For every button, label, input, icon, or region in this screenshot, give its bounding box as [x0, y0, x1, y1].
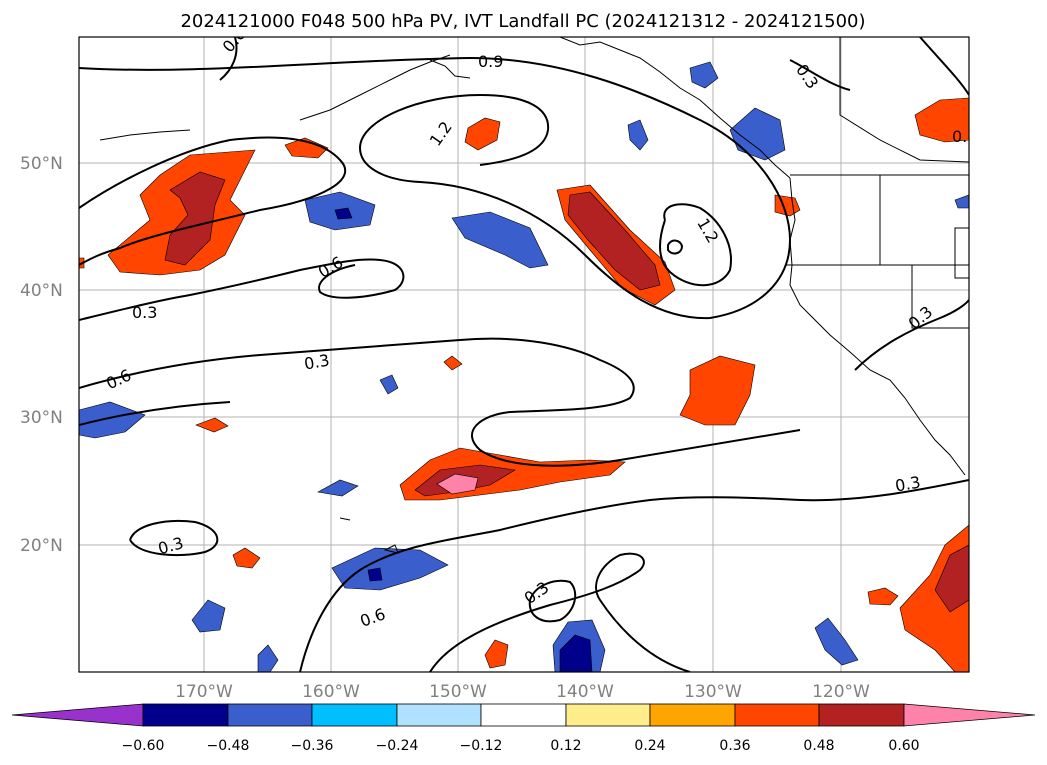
lon-label: 150°W	[429, 682, 487, 702]
lon-label: 170°W	[175, 682, 233, 702]
pv-pos-patch-tiny-4	[484, 639, 509, 669]
pv-pos-core-se	[934, 544, 969, 613]
pv-pos-peak-subtropic	[436, 473, 479, 495]
gridlines	[79, 37, 969, 672]
pv-neg-patch-5	[729, 107, 786, 161]
colorbar-extend-under	[11, 703, 144, 727]
lat-label: 30°N	[20, 408, 63, 428]
map-area: 0.9 1.2 1.2 0.3 0.6 0.3 0.6 0.3 0.3 0.6 …	[79, 37, 977, 672]
colorbar-tick-label: −0.60	[122, 738, 165, 754]
lat-label: 40°N	[20, 281, 63, 301]
lon-label: 130°W	[684, 682, 742, 702]
pv-neg-patch-3	[627, 119, 649, 151]
pv-neg-core-1	[334, 207, 353, 220]
pv-neg-patch-11	[257, 644, 279, 672]
pv-pos-patch-tiny-3	[232, 547, 261, 569]
lon-label: 120°W	[812, 682, 870, 702]
lat-label: 20°N	[20, 536, 63, 556]
coastlines	[99, 37, 969, 554]
colorbar-bin	[396, 703, 482, 727]
colorbar-tick-label: −0.12	[460, 738, 503, 754]
pv-pos-patch-tiny-2	[443, 355, 463, 371]
map-frame	[78, 36, 970, 673]
pv-pos-core-trough	[567, 191, 661, 291]
pv-neg-patch-10	[191, 599, 226, 633]
latitude-labels: 50°N 40°N 30°N 20°N	[20, 154, 63, 556]
pv-neg-core-9	[367, 567, 383, 582]
colorbar-tick-label: 0.48	[803, 738, 834, 754]
colorbar-tick-label: −0.24	[376, 738, 419, 754]
pv-pos-patch-small-2	[464, 117, 501, 151]
pv-pos-patch-tiny-5	[867, 587, 899, 606]
colorbar-tick-label: −0.36	[291, 738, 334, 754]
pv-contours	[79, 37, 969, 672]
pv-pos-patch-tiny-1	[195, 417, 229, 433]
colorbar-bin	[227, 703, 313, 727]
colorbar-bin	[649, 703, 736, 727]
longitude-labels: 170°W 160°W 150°W 140°W 130°W 120°W	[175, 682, 870, 702]
pv-neg-patch-9	[331, 547, 449, 591]
contour-label: 0.3	[894, 472, 922, 495]
lat-label: 50°N	[20, 154, 63, 174]
contour-label: 0.9	[478, 52, 503, 71]
figure-title: 2024121000 F048 500 hPa PV, IVT Landfall…	[180, 11, 865, 32]
contour-label: 0.6	[952, 127, 977, 146]
colorbar-bin	[818, 703, 905, 727]
colorbar-bin	[480, 703, 567, 727]
pv-pos-core-west	[164, 171, 226, 266]
pv-pos-patch-small-1	[284, 137, 329, 159]
colorbar-tick-label: 0.36	[719, 738, 750, 754]
pv-neg-core-12	[559, 634, 593, 672]
pv-pos-patch-mid	[679, 355, 756, 426]
positive-pv-patches	[79, 97, 969, 672]
colorbar-bin	[565, 703, 651, 727]
pv-neg-patch-6	[79, 401, 146, 439]
lon-label: 160°W	[302, 682, 360, 702]
negative-pv-patches	[79, 61, 969, 672]
colorbar-extend-over	[903, 703, 1036, 727]
colorbar-tick-label: −0.48	[207, 738, 250, 754]
colorbar-ticks: −0.60 −0.48 −0.36 −0.24 −0.12 0.12 0.24 …	[122, 738, 920, 754]
lon-label: 140°W	[556, 682, 614, 702]
pv-neg-patch-2	[451, 211, 549, 269]
colorbar-bin	[734, 703, 820, 727]
colorbar-bin	[142, 703, 229, 727]
pv-neg-patch-7	[379, 374, 399, 395]
pv-neg-patch-4	[689, 61, 719, 89]
colorbar-bin	[311, 703, 398, 727]
colorbar	[11, 703, 1036, 727]
pv-pos-patch-ne	[914, 97, 969, 143]
contour-label: 0.3	[303, 350, 331, 373]
contour-label: 0.3	[132, 303, 157, 322]
colorbar-tick-label: 0.60	[888, 738, 919, 754]
colorbar-tick-label: 0.24	[634, 738, 665, 754]
pv-neg-patch-13	[814, 617, 859, 666]
colorbar-tick-label: 0.12	[550, 738, 581, 754]
pv-neg-patch-14	[954, 194, 969, 209]
pv-neg-patch-8	[317, 479, 359, 497]
